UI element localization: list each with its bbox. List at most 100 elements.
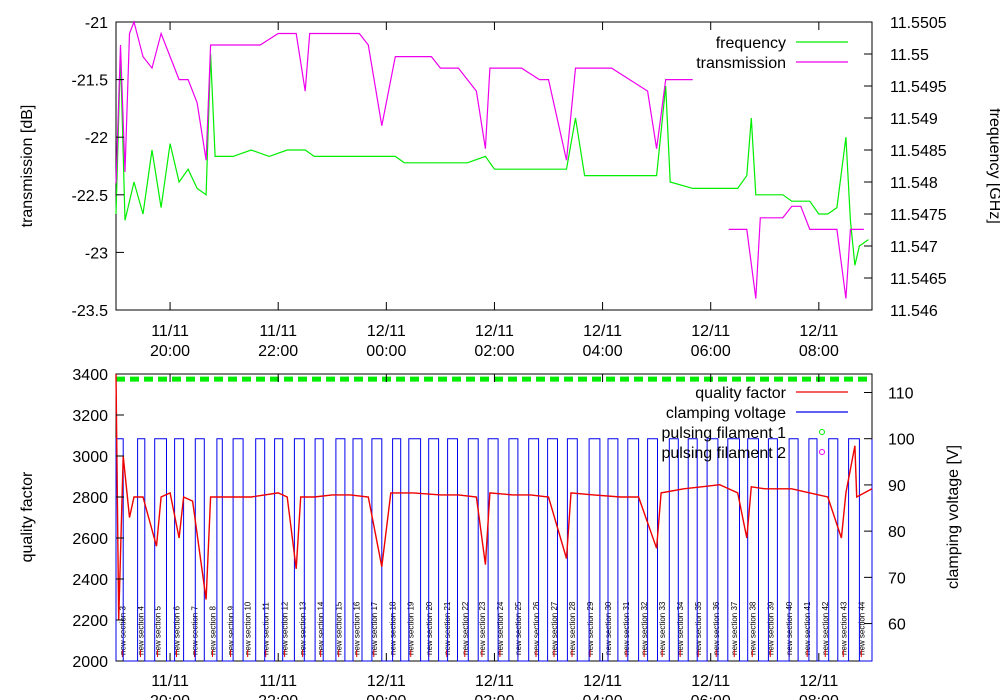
top-x-tick-date: 12/11 <box>583 323 622 340</box>
section-label: new section 40 <box>785 601 794 655</box>
section-label: new section 43 <box>839 601 848 655</box>
section-label: new section 8 <box>209 606 218 655</box>
top-right-tick-label: 11.5465 <box>890 271 947 288</box>
bottom-x-tick-time: 08:00 <box>799 693 839 700</box>
top-right-tick-label: 11.5495 <box>890 79 947 96</box>
bottom-x-tick-time: 20:00 <box>150 693 190 700</box>
top-x-tick-time: 20:00 <box>150 343 190 360</box>
section-label: new section 10 <box>244 601 253 655</box>
bottom-right-tick-label: 80 <box>888 524 906 541</box>
section-label: new section 6 <box>172 606 181 655</box>
section-label: new section 14 <box>317 601 326 655</box>
section-label: new section 25 <box>514 601 523 655</box>
top-left-tick-label: -21 <box>85 15 108 32</box>
section-label: new section 22 <box>461 601 470 655</box>
section-label: new section 20 <box>425 601 434 655</box>
top-x-tick-date: 12/11 <box>367 323 406 340</box>
section-label: new section 39 <box>766 601 775 655</box>
top-x-tick-date: 12/11 <box>799 323 838 340</box>
bottom-x-tick-date: 12/11 <box>367 673 406 690</box>
legend-swatch-pulsing-filament-1 <box>819 429 825 435</box>
bottom-y-axis-label-right: clamping voltage [V] <box>945 445 962 589</box>
bottom-legend: quality factor clamping voltage pulsing fi… <box>661 385 848 462</box>
top-x-tick-time: 22:00 <box>258 343 298 360</box>
series-transmission <box>115 20 693 184</box>
bottom-y-axis-label-left: quality factor <box>19 471 36 562</box>
section-label: new section 44 <box>857 601 866 655</box>
bottom-left-tick-label: 3200 <box>72 408 108 425</box>
bottom-left-tick-label: 2000 <box>72 654 108 671</box>
top-left-tick-label: -21.5 <box>72 73 109 90</box>
top-left-tick-label: -23.5 <box>72 303 109 320</box>
bottom-x-tick-time: 02:00 <box>474 693 514 700</box>
bottom-left-tick-label: 3000 <box>72 449 108 466</box>
section-label: new section 19 <box>407 601 416 655</box>
top-right-tick-label: 11.549 <box>890 111 938 128</box>
section-label: new section 36 <box>712 601 721 655</box>
transmission-frequency-panel: -21 -21.5 -22 -22.5 -23 -23.5 11.5505 11.55 11.5… <box>19 15 1000 360</box>
legend-label-pulsing-filament-2: pulsing filament 2 <box>661 445 786 462</box>
bottom-x-tick-date: 12/11 <box>799 673 838 690</box>
bottom-x-tick-time: 04:00 <box>583 693 623 700</box>
section-label: new section 16 <box>353 601 362 655</box>
section-label: new section 23 <box>478 601 487 655</box>
series-quality-factor <box>115 373 873 621</box>
legend-label-quality-factor: quality factor <box>695 385 786 402</box>
top-right-tick-label: 11.5475 <box>890 207 947 224</box>
section-label: new section 15 <box>335 601 344 655</box>
bottom-x-tick-time: 22:00 <box>258 693 298 700</box>
section-label: new section 24 <box>496 601 505 655</box>
section-label: new section 35 <box>694 601 703 655</box>
bottom-x-tick-date: 11/11 <box>151 673 189 690</box>
top-x-tick-time: 08:00 <box>799 343 839 360</box>
section-label: new section 17 <box>370 601 379 655</box>
top-right-tick-label: 11.5485 <box>890 143 947 160</box>
section-label: new section 12 <box>281 601 290 655</box>
top-x-tick-time: 02:00 <box>474 343 514 360</box>
top-right-tick-label: 11.5505 <box>890 15 947 32</box>
top-x-tick-date: 12/11 <box>475 323 514 340</box>
section-label: new section 33 <box>658 601 667 655</box>
top-right-tick-label: 11.55 <box>890 47 929 64</box>
top-left-tick-label: -22 <box>85 130 108 147</box>
bottom-right-tick-label: 60 <box>888 617 906 634</box>
bottom-x-tick-time: 00:00 <box>366 693 406 700</box>
bottom-right-tick-label: 100 <box>888 432 915 449</box>
section-label: new section 9 <box>227 606 236 655</box>
bottom-right-tick-label: 90 <box>888 478 906 495</box>
section-label: new section 41 <box>803 601 812 655</box>
top-x-tick-time: 00:00 <box>366 343 406 360</box>
section-label: new section 29 <box>586 601 595 655</box>
section-label: new section 31 <box>622 601 631 655</box>
top-right-tick-label: 11.548 <box>890 175 938 192</box>
section-label: new section 30 <box>604 601 613 655</box>
top-x-tick-date: 12/11 <box>691 323 730 340</box>
section-label: new section 4 <box>136 606 145 655</box>
section-label: new section 37 <box>730 601 739 655</box>
section-label: new section 11 <box>262 602 271 655</box>
bottom-left-tick-label: 2600 <box>72 531 108 548</box>
section-label: new section 38 <box>748 601 757 655</box>
bottom-x-tick-date: 12/11 <box>475 673 514 690</box>
bottom-right-tick-label: 70 <box>888 570 906 587</box>
top-x-tick-time: 04:00 <box>583 343 623 360</box>
legend-label-transmission: transmission <box>696 55 786 72</box>
bottom-left-tick-label: 2400 <box>72 572 108 589</box>
section-label: new section 32 <box>640 601 649 655</box>
section-label: new section 13 <box>299 601 308 655</box>
bottom-x-tick-date: 11/11 <box>259 673 297 690</box>
legend-swatch-pulsing-filament-2 <box>819 449 825 455</box>
series-clamping-voltage <box>115 438 873 662</box>
bottom-right-tick-label: 110 <box>888 385 914 402</box>
top-y-axis-label-right: frequency [GHz] <box>986 108 1000 224</box>
section-label: new section 42 <box>821 601 830 655</box>
section-label: new section 34 <box>676 601 685 655</box>
legend-label-frequency: frequency <box>716 35 786 52</box>
section-label: new section 5 <box>154 606 163 655</box>
top-right-tick-label: 11.546 <box>890 303 938 320</box>
legend-label-pulsing-filament-1: pulsing filament 1 <box>661 425 786 442</box>
top-left-tick-label: -22.5 <box>72 188 109 205</box>
top-x-tick-date: 11/11 <box>259 323 297 340</box>
